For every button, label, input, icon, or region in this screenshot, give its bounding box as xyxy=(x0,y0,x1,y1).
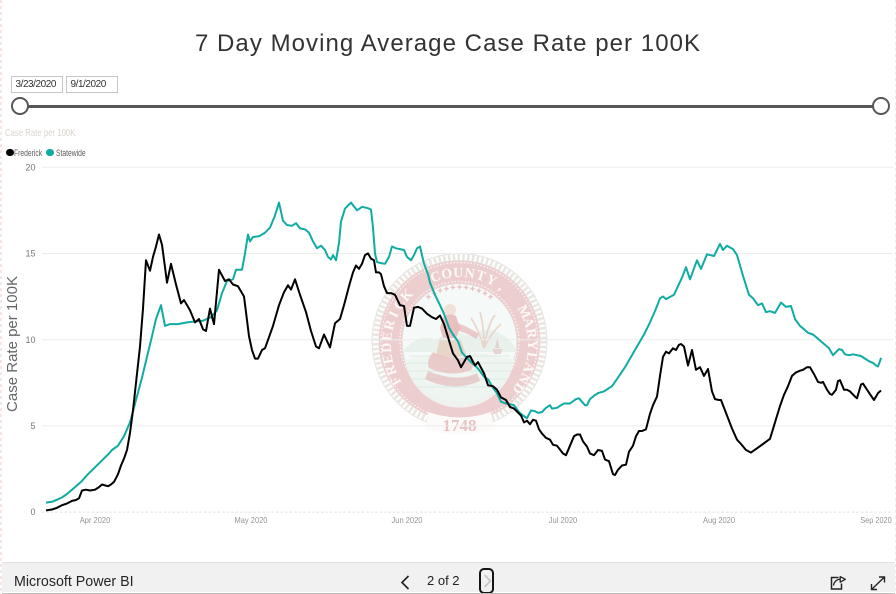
svg-text:Jun 2020: Jun 2020 xyxy=(392,515,423,525)
svg-text:I: I xyxy=(386,309,402,320)
svg-text:E: E xyxy=(380,331,396,342)
svg-text:Apr 2020: Apr 2020 xyxy=(80,515,111,525)
svg-text:20: 20 xyxy=(25,162,35,172)
svg-text:U: U xyxy=(453,266,463,281)
svg-text:C: C xyxy=(429,269,443,286)
svg-text:15: 15 xyxy=(25,249,35,259)
svg-text:N: N xyxy=(464,266,476,282)
svg-text:L: L xyxy=(523,351,539,363)
svg-text:May 2020: May 2020 xyxy=(235,515,268,525)
svg-text:Sep 2020: Sep 2020 xyxy=(860,515,892,525)
svg-text:M: M xyxy=(514,303,533,322)
svg-text:O: O xyxy=(440,266,453,283)
svg-text:R: R xyxy=(522,328,539,341)
svg-text:E: E xyxy=(381,353,397,365)
svg-text:Y: Y xyxy=(524,340,539,350)
svg-text:Case Rate per 100K: Case Rate per 100K xyxy=(4,276,21,412)
svg-text:Aug 2020: Aug 2020 xyxy=(703,515,735,525)
svg-text:Jul 2020: Jul 2020 xyxy=(549,515,578,525)
svg-text:,: , xyxy=(495,280,507,294)
svg-text:5: 5 xyxy=(30,421,35,431)
svg-text:D: D xyxy=(380,342,395,353)
svg-text:0: 0 xyxy=(30,507,35,517)
svg-text:10: 10 xyxy=(25,335,35,345)
